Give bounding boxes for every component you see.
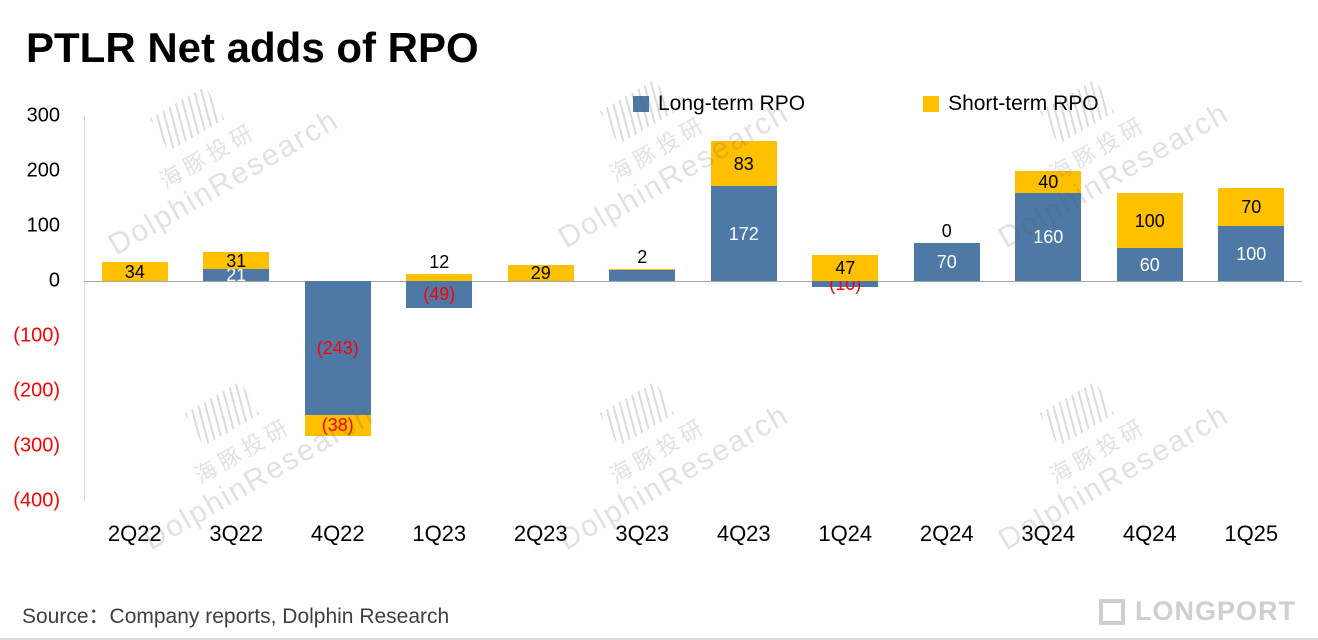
bar-label: 60 [1139,254,1160,275]
x-tick-label: 2Q23 [513,521,568,546]
bar-label: 34 [124,261,145,282]
bar-label: (38) [321,415,354,436]
bar-label: 29 [530,263,551,284]
bar-segment-short-term [1218,187,1285,226]
longport-icon [1099,598,1125,625]
y-tick-label: (200) [13,379,60,402]
bar-label: 70 [1241,196,1262,217]
x-tick-label: 2Q24 [919,521,974,546]
x-tick-label: 3Q24 [1021,521,1076,546]
bar-label: 160 [1033,227,1064,247]
bar-segment-short-term [101,262,168,281]
chart-title: PTLR Net adds of RPO [26,24,479,71]
x-tick-label: 3Q22 [209,521,264,546]
bar-label: 21 [226,265,247,286]
y-tick-label: (100) [13,324,60,347]
x-tick-label: 1Q24 [818,521,873,546]
bar-segment-long-term [609,270,676,281]
bar-segment-short-term [812,255,879,281]
plot-area: 34 2Q22 21 31 3Q22 (243) (38) 4Q22 (49) 12 1Q23 29 2… [84,116,1302,546]
bar-segment-long-term [1015,193,1082,281]
bar-label: 83 [733,153,754,174]
bar-label: 47 [835,258,856,279]
legend-label: Long-term RPO [658,92,806,115]
bar-label: 2 [637,246,648,267]
y-tick-label: (300) [13,434,60,457]
bar-label: 12 [429,252,450,273]
x-tick-label: 2Q22 [107,521,162,546]
bar-segment-short-term [710,140,777,187]
bar-label: 172 [728,223,759,244]
bar-segment-short-term [507,265,574,281]
bar-segment-long-term [710,186,777,281]
y-axis: 300 200 100 0 (100) (200) (300) (400) [0,0,60,638]
bar-segment-long-term [203,269,270,281]
source-note: Source：Company reports, Dolphin Research [22,605,450,628]
bar-label: 0 [941,220,952,241]
bar-segment-short-term [609,268,676,270]
bar-label: (243) [316,337,359,358]
x-tick-label: 1Q23 [412,521,467,546]
longport-text: LONGPORT [1135,596,1296,626]
x-tick-label: 1Q25 [1224,521,1279,546]
x-tick-label: 4Q22 [310,521,365,546]
longport-logo: LONGPORT [1099,596,1296,627]
y-tick-label: 300 [26,104,60,127]
bar-label: 100 [1236,243,1267,264]
bar-segment-long-term [1218,226,1285,281]
x-tick-label: 4Q24 [1122,521,1177,546]
bar-label: 100 [1134,210,1165,231]
bar-segment-short-term [304,414,371,436]
y-tick-label: (400) [13,489,60,512]
y-tick-label: 0 [48,269,60,292]
bar-segment-short-term [1116,193,1183,248]
x-tick-label: 4Q23 [716,521,771,546]
bar-segment-long-term [304,281,371,415]
y-axis-line [84,116,85,501]
legend-swatch-icon [923,96,940,112]
zero-axis-line [84,281,1302,282]
x-tick-label: 3Q23 [615,521,670,546]
bar-segment-long-term [913,242,980,281]
legend-item: Short-term RPO [923,92,1099,116]
legend-swatch-icon [633,96,649,112]
bar-segment-long-term [1116,248,1183,281]
y-tick-label: 100 [26,214,60,237]
legend: Long-term RPO Short-term RPO [633,92,1099,116]
y-tick-label: 200 [26,159,60,182]
bar-label: 70 [936,251,957,272]
bar-segment-short-term [406,274,473,281]
bar-segment-short-term [203,252,270,270]
legend-label: Short-term RPO [948,92,1099,115]
bar-segment-long-term [406,281,473,308]
bar-segment-long-term [812,281,879,287]
bar-label: 31 [226,250,247,271]
legend-item: Long-term RPO [633,92,805,116]
bar-segment-short-term [1015,171,1082,193]
bar-label: 40 [1038,172,1059,192]
bar-label: (49) [423,284,456,305]
